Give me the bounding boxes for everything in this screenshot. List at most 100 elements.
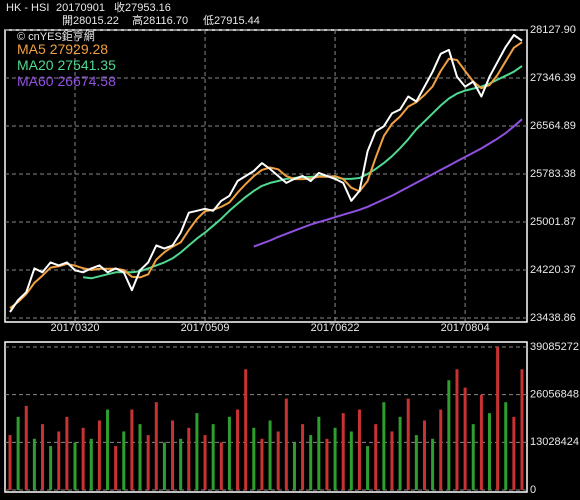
volume-bar [73,442,77,490]
x-tick-label: 20170320 [51,322,100,334]
volume-bar [357,409,361,490]
volume-bar [309,435,313,490]
volume-bar [154,402,158,490]
volume-bar [260,438,264,490]
volume-bar [187,427,191,490]
volume-bar [414,435,418,490]
volume-bar [24,405,28,490]
high: 高28116.70 [132,13,188,27]
volume-bar [81,427,85,490]
volume-bar [227,416,231,490]
volume-bar [455,369,459,490]
volume-bar [57,431,61,490]
y-tick-label: 26056848 [530,389,579,401]
volume-bar [406,398,410,490]
legend-value: 27541.35 [57,57,116,73]
legend-entry: MA20 27541.35 [17,57,116,73]
volume-bar [106,409,110,490]
price-line [9,34,523,313]
volume-bar [447,380,451,490]
volume-bar [479,394,483,490]
volume-bar [114,446,118,490]
legend-name: MA60 [17,73,54,89]
y-tick-label: 26564.89 [530,120,576,132]
volume-bar [146,435,150,490]
volume-bar [471,424,475,490]
volume-bar [422,420,426,490]
volume-bar [325,438,329,490]
legend-entry: MA5 27929.28 [17,41,108,57]
volume-bar [252,427,256,490]
volume-bar [122,431,126,490]
volume-bar [341,413,345,490]
x-tick-label: 20170622 [311,322,360,334]
volume-bar [89,438,93,490]
legend-entry: MA60 26674.58 [17,73,116,89]
y-tick-label: 0 [530,484,536,496]
volume-bar [41,424,45,490]
symbol: HK - HSI [6,2,49,14]
volume-bar [366,446,370,490]
volume-bar [333,427,337,490]
volume-bar [203,435,207,490]
x-tick-label: 20170509 [181,322,230,334]
volume-bar [292,442,296,490]
volume-bar [374,424,378,490]
y-tick-label: 24220.37 [530,264,576,276]
close: 收27953.16 [114,0,171,14]
date: 20170901 [56,2,105,14]
y-tick-label: 28127.90 [530,24,576,36]
volume-bar [398,416,402,490]
volume-bar [512,416,516,490]
volume-bar [268,420,272,490]
legend-name: MA20 [17,57,54,73]
volume-bar [219,442,223,490]
volume-bar [390,431,394,490]
volume-bar [276,431,280,490]
volume-bar [49,446,53,490]
y-tick-label: 27346.39 [530,72,576,84]
volume-bar [463,387,467,490]
legend-name: MA5 [17,41,46,57]
volume-bar [487,413,491,490]
volume-bar [179,438,183,490]
volume-bar [65,416,69,490]
volume-bar [504,402,508,490]
volume-bar [317,416,321,490]
volume-bar [171,420,175,490]
volume-bar [32,438,36,490]
volume-bar [130,409,134,490]
volume-bar [284,398,288,490]
price-line [9,41,523,309]
y-tick-label: 13028424 [530,436,579,448]
x-tick-label: 20170804 [441,322,490,334]
volume-bar [97,420,101,490]
volume-bar [138,424,142,490]
volume-bar [520,369,524,490]
volume-bar [496,347,500,490]
volume-bar [431,438,435,490]
legend-value: 26674.58 [57,73,116,89]
volume-bar [16,416,20,490]
volume-bar [236,409,240,490]
volume-bar [301,424,305,490]
volume-bar [8,435,12,490]
y-tick-label: 23438.86 [530,312,576,324]
volume-bar [162,442,166,490]
volume-bar [244,369,248,490]
volume-bar [439,409,443,490]
y-tick-label: 39085272 [530,341,579,353]
volume-bar [382,402,386,490]
volume-frame [4,341,528,493]
low: 低27915.44 [203,14,260,27]
volume-bar [195,413,199,490]
price-line [253,118,523,248]
volume-bar [349,431,353,490]
volume-bar [211,424,215,490]
open: 開28015.22 [62,14,119,27]
y-tick-label: 25001.87 [530,216,576,228]
legend-value: 27929.28 [50,41,109,57]
